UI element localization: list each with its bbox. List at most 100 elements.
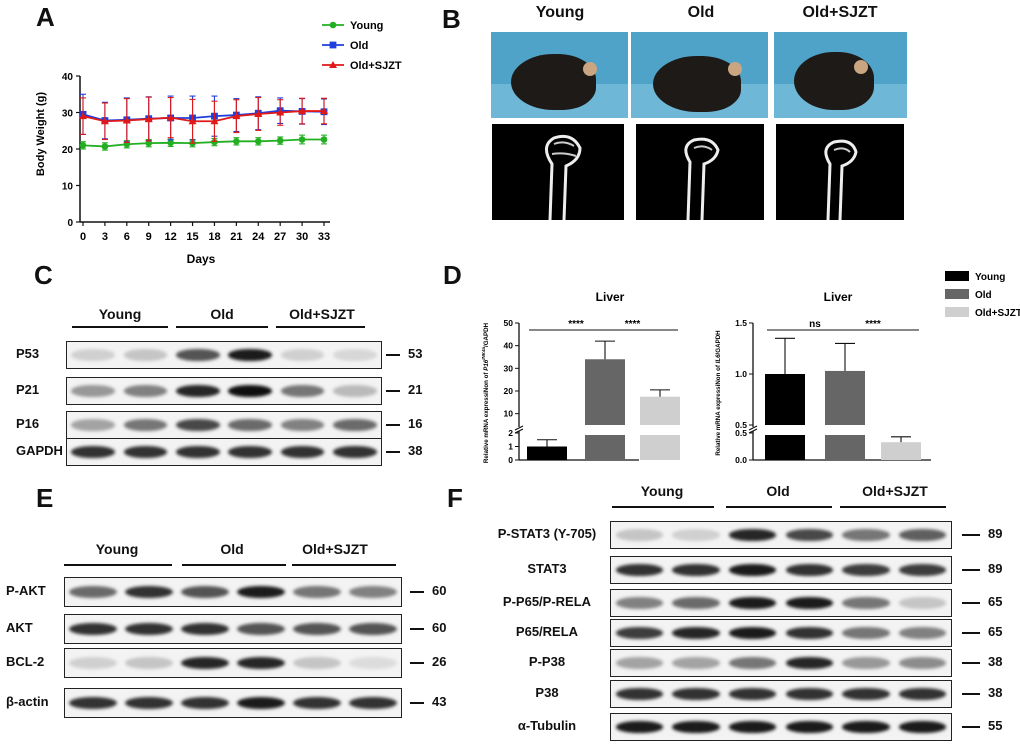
blot-strip xyxy=(610,556,952,584)
group-line xyxy=(612,506,714,508)
y-axis-label-gene: P16 xyxy=(483,359,490,371)
blot-row-label: P38 xyxy=(535,685,559,700)
body-weight-line-chart: Body Weight (g) Days 0 10 20 30 40 0 3 6 9 12 15 18… xyxy=(35,20,402,266)
group-label-young: Young xyxy=(95,541,139,557)
y-axis-label-text: Relative mRNA expressiNon of xyxy=(715,363,722,455)
data-point xyxy=(276,108,285,116)
blot-band xyxy=(842,597,890,609)
molecular-weight-label: 53 xyxy=(408,346,423,361)
micro-ct-old xyxy=(636,124,764,220)
group-label-young: Young xyxy=(535,4,585,21)
molecular-weight-label: 65 xyxy=(988,624,1003,639)
blot-band xyxy=(280,446,325,458)
blot-band xyxy=(672,657,720,669)
y-tick-label: 0.5 xyxy=(735,420,747,430)
blot-band xyxy=(898,627,947,639)
blot-band xyxy=(349,622,397,636)
blot-band xyxy=(842,564,890,576)
series-line-2 xyxy=(82,110,324,123)
blot-band xyxy=(123,385,168,397)
blot-strip xyxy=(610,589,952,617)
blot-row-label: P16 xyxy=(16,416,40,431)
mouse-photo-old-sjzt xyxy=(774,32,907,118)
y-axis-label-suffix: /GAPDH xyxy=(483,322,490,347)
y-tick-label: 20 xyxy=(504,386,514,396)
molecular-weight-label: 21 xyxy=(408,382,423,397)
blot-band xyxy=(123,446,168,458)
legend-label: Young xyxy=(350,20,383,32)
group-label-young: Young xyxy=(98,306,142,322)
legend-swatch xyxy=(945,271,969,281)
data-point xyxy=(188,117,197,125)
data-point xyxy=(254,109,263,117)
blot-band xyxy=(123,349,168,361)
x-axis-label: Days xyxy=(187,252,216,266)
mouse-photo-young xyxy=(491,32,628,118)
y-tick-label: 0.5 xyxy=(735,428,747,438)
blot-strip xyxy=(610,521,952,549)
blot-strip xyxy=(66,411,382,439)
blot-strip xyxy=(64,577,402,607)
data-point xyxy=(166,113,175,121)
panel-label-d: D xyxy=(443,260,462,290)
axis-break-mark xyxy=(748,425,758,431)
mw-marker-dash xyxy=(962,726,980,728)
y-tick-label: 50 xyxy=(504,318,514,328)
blot-band xyxy=(785,657,834,669)
blot-strip xyxy=(610,649,952,677)
chart-title: Liver xyxy=(596,290,625,304)
mw-marker-dash xyxy=(962,569,980,571)
blot-band xyxy=(71,385,116,397)
x-tick-label: 18 xyxy=(208,231,220,243)
legend-marker xyxy=(329,41,337,49)
blot-band xyxy=(228,349,273,361)
blot-row-label: P53 xyxy=(16,346,40,361)
data-point xyxy=(211,138,218,146)
chart-title: Liver xyxy=(824,290,853,304)
group-label-old: Old xyxy=(220,541,244,557)
blot-band xyxy=(181,622,229,636)
blot-row-label: P21 xyxy=(16,382,40,397)
blot-band xyxy=(672,627,720,639)
blot-row-label: β-actin xyxy=(6,694,49,709)
panel-label-b: B xyxy=(442,4,461,34)
blot-band xyxy=(69,696,117,710)
molecular-weight-label: 38 xyxy=(988,654,1003,669)
blot-row-label: P-P38 xyxy=(528,654,566,669)
mw-marker-dash xyxy=(410,628,424,630)
blot-band xyxy=(237,656,285,670)
y-tick-label: 40 xyxy=(504,341,514,351)
legend-swatch xyxy=(945,289,969,299)
blot-band xyxy=(842,627,890,639)
y-axis-label-text: Relative mRNA expressiNon of xyxy=(483,371,490,463)
data-point xyxy=(101,143,109,150)
mw-marker-dash xyxy=(386,451,400,453)
panel-label-c: C xyxy=(34,260,53,290)
y-tick-label: 10 xyxy=(62,182,74,193)
group-label-sjzt: Old+SJZT xyxy=(289,306,355,322)
blot-band xyxy=(672,597,720,609)
blot-band xyxy=(785,721,834,733)
blot-strip xyxy=(66,438,382,466)
y-axis-label-superscript: INK4a xyxy=(481,347,486,360)
mw-marker-dash xyxy=(386,354,400,356)
x-tick-label: 33 xyxy=(318,231,330,243)
molecular-weight-label: 55 xyxy=(988,718,1003,733)
blot-band xyxy=(842,657,890,669)
significance-label: **** xyxy=(568,319,584,330)
blot-band xyxy=(228,385,273,397)
blot-row-label: STAT3 xyxy=(527,561,567,576)
axis-break-mark xyxy=(514,425,524,431)
mw-marker-dash xyxy=(962,632,980,634)
legend-marker xyxy=(329,21,337,29)
molecular-weight-label: 89 xyxy=(988,561,1003,576)
group-line xyxy=(176,326,268,328)
blot-band xyxy=(785,597,834,609)
molecular-weight-label: 38 xyxy=(988,685,1003,700)
blot-band xyxy=(125,656,173,670)
legend-label: Old xyxy=(350,40,368,52)
blot-band xyxy=(728,627,777,639)
y-tick-label: 1.5 xyxy=(735,318,747,328)
group-line xyxy=(64,564,172,566)
x-tick-label: 3 xyxy=(102,231,108,243)
